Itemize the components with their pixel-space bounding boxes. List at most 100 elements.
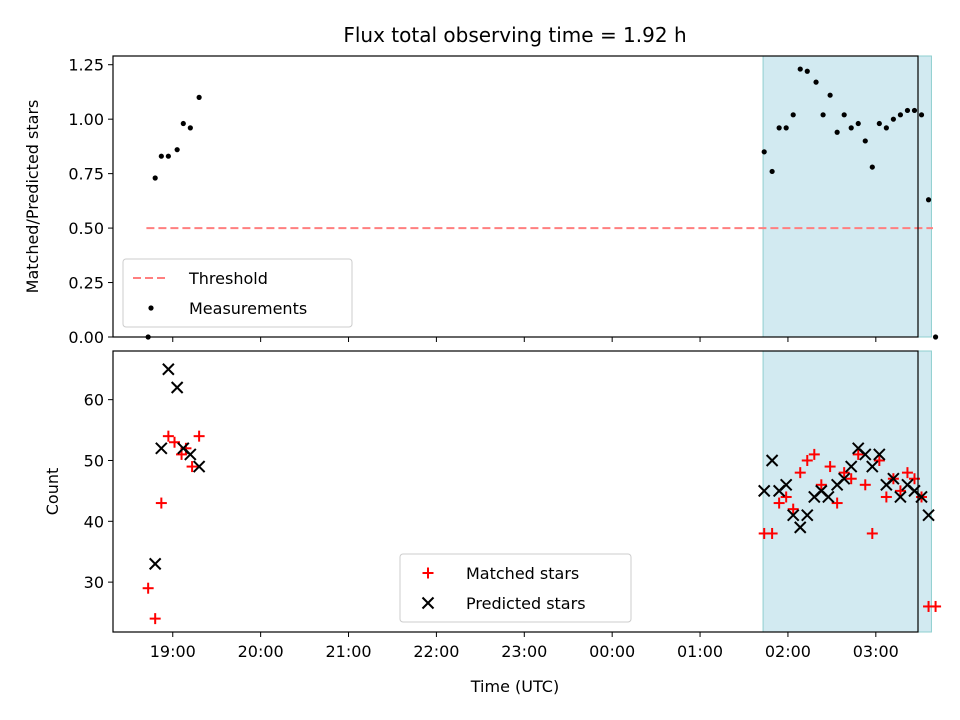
data-point-b [794, 521, 807, 534]
data-point [184, 448, 197, 461]
data-point-b [815, 484, 828, 498]
legend-label: Predicted stars [466, 594, 586, 613]
observing-window-span [762, 55, 932, 338]
legend-frame [399, 553, 632, 623]
x-tick-label: 20:00 [238, 642, 284, 661]
data-point [162, 430, 174, 442]
data-point [158, 153, 164, 159]
data-point [170, 381, 184, 394]
data-point [187, 125, 193, 131]
data-point [887, 472, 900, 485]
data-point [801, 509, 814, 522]
x-tick-label: 21:00 [325, 642, 371, 661]
data-point [808, 448, 820, 460]
data-point [776, 125, 782, 131]
plot-frame [112, 350, 919, 633]
data-point-b [859, 448, 872, 461]
data-point-b [184, 448, 197, 461]
data-point [866, 460, 879, 473]
x-tick-label: 22:00 [413, 642, 459, 661]
data-point [901, 467, 913, 479]
data-point [794, 467, 806, 479]
data-point-b [866, 460, 879, 473]
data-point-b [822, 490, 835, 504]
data-point-b [922, 509, 935, 522]
data-point [922, 509, 935, 522]
data-point [152, 175, 158, 181]
data-point-b [155, 442, 168, 455]
bottom-panel-counts: 19:00 20:00 21:00 22:00 23:00 00:00 01:00 02:00… [43, 350, 942, 661]
data-point [866, 527, 878, 539]
y-axis-title: Matched/Predicted stars [23, 100, 42, 294]
data-point [813, 79, 819, 85]
data-point [845, 473, 857, 485]
data-point [894, 485, 906, 497]
top-panel-ratio: 0.00 0.25 0.50 0.75 1.00 1.25 Matched/Predicte… [23, 55, 939, 347]
data-point [852, 448, 864, 460]
series-matched-stars [142, 430, 942, 625]
legend-label: Matched stars [466, 564, 579, 583]
data-point [930, 600, 942, 612]
plot-frame [112, 55, 919, 338]
data-point [155, 497, 167, 509]
x-tick-label: 02:00 [765, 642, 811, 661]
data-point [873, 454, 885, 466]
data-point-b [779, 478, 793, 492]
data-point [932, 334, 939, 340]
y-axis-title: Count [43, 468, 62, 516]
data-point-b [901, 478, 914, 492]
data-point [801, 454, 813, 466]
data-point [925, 197, 932, 203]
data-point [883, 125, 889, 131]
data-point [897, 112, 904, 118]
data-point-b [162, 363, 175, 376]
data-point [780, 491, 792, 503]
data-point [904, 107, 911, 114]
y-tick-label: 40 [84, 512, 104, 531]
data-point [148, 557, 162, 571]
data-point [180, 120, 186, 127]
data-point-b [873, 448, 886, 461]
data-point-b [177, 442, 190, 455]
y-tick-label: 0.25 [68, 274, 104, 293]
legend-swatch [148, 305, 154, 311]
legend-frame [122, 258, 353, 328]
data-point [876, 120, 882, 127]
data-point [815, 479, 827, 491]
data-point [838, 467, 850, 479]
data-point-b [787, 509, 800, 522]
data-point-b [170, 381, 184, 394]
data-point [890, 116, 896, 122]
data-point [779, 478, 793, 492]
data-point [192, 460, 206, 473]
data-point [186, 461, 198, 473]
data-point [794, 521, 807, 534]
legend-swatch-b [421, 596, 435, 610]
data-point [873, 448, 886, 461]
data-point [855, 120, 861, 127]
data-point [827, 92, 833, 98]
data-point [757, 484, 771, 498]
data-point [193, 430, 205, 442]
legend-label: Measurements [189, 299, 307, 318]
data-point [859, 479, 871, 491]
data-point [142, 582, 154, 594]
data-point [918, 112, 925, 118]
y-tick-label: 0.75 [68, 165, 104, 184]
x-tick-label: 03:00 [853, 642, 899, 661]
data-point [804, 68, 810, 74]
data-point [155, 442, 168, 455]
y-tick-label: 0.50 [68, 219, 104, 238]
data-point [841, 112, 847, 118]
y-tick-label: 60 [84, 391, 104, 410]
data-point-b [837, 472, 851, 485]
data-point [894, 490, 907, 504]
data-point [869, 164, 875, 170]
data-point [862, 138, 868, 144]
series-measurements [145, 66, 939, 340]
data-point [848, 125, 854, 131]
legend: Matched stars Predicted stars [399, 553, 632, 623]
y-tick-label: 50 [84, 451, 104, 470]
y-tick-label: 1.25 [68, 56, 104, 75]
